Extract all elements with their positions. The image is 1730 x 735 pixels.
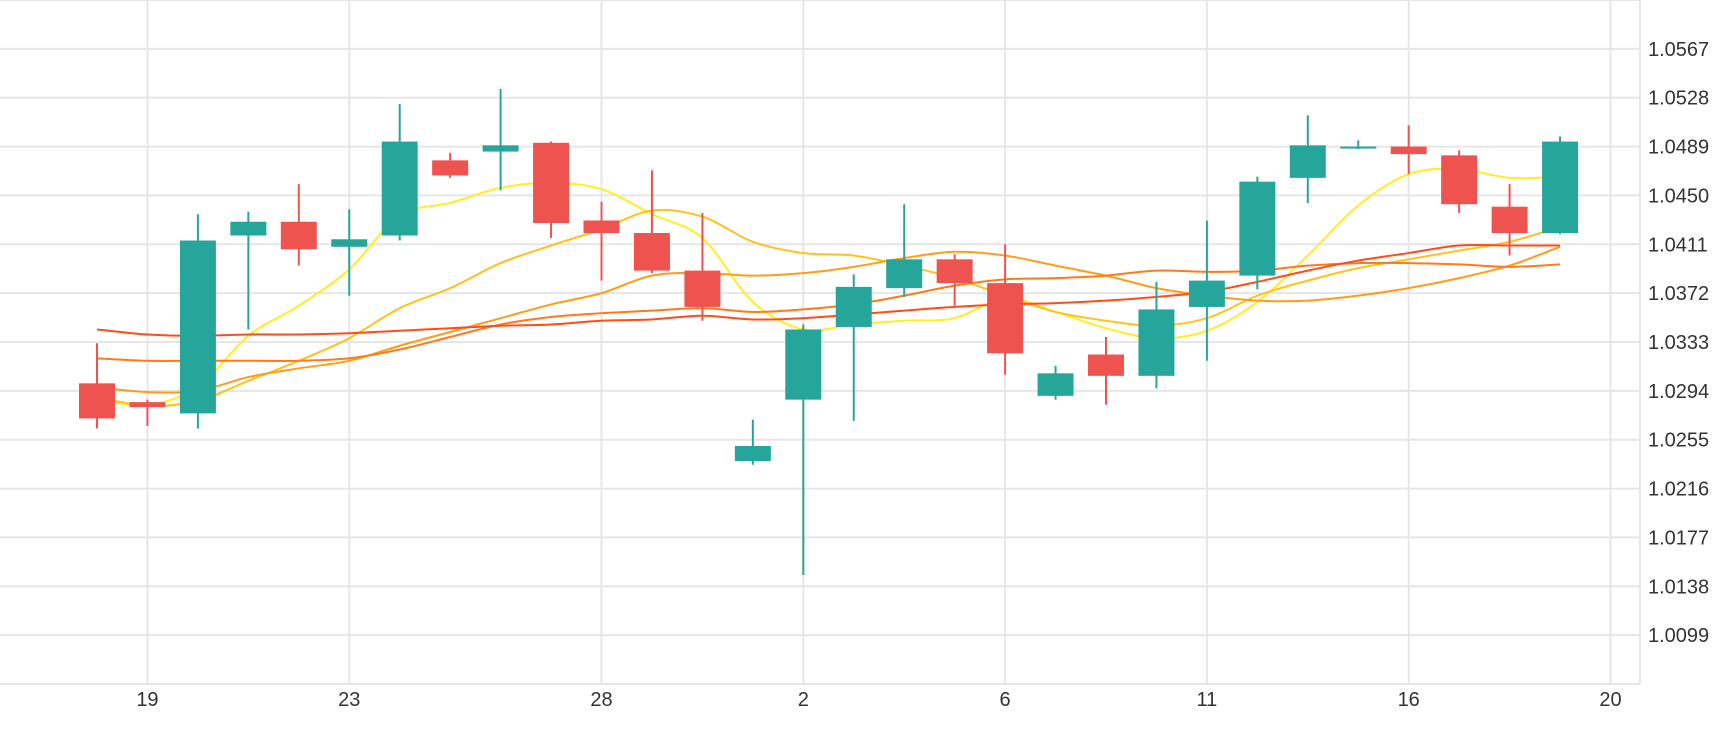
candle-body <box>583 220 620 234</box>
candle-down <box>533 141 570 239</box>
candle-body <box>1542 141 1579 234</box>
candle-body <box>835 286 872 327</box>
candle-body <box>1188 280 1225 307</box>
y-tick-label: 1.0528 <box>1648 88 1709 110</box>
candle-body <box>633 233 670 271</box>
candle-body <box>482 145 519 152</box>
candle-body <box>1441 155 1478 205</box>
candle-body <box>785 329 822 400</box>
moving-average-line <box>96 245 1561 394</box>
candle-body <box>432 160 469 176</box>
y-tick-label: 1.0372 <box>1648 283 1709 305</box>
candle-body <box>1340 146 1377 149</box>
candle-body <box>987 283 1024 354</box>
y-tick-label: 1.0489 <box>1648 137 1709 159</box>
moving-average-line <box>96 261 1561 362</box>
candle-up <box>785 324 822 576</box>
candle-body <box>886 259 923 289</box>
candle-up <box>179 214 216 429</box>
axis-layer: 1.0567 1.0528 1.0489 1.0450 1.0411 1.0372 1.03… <box>0 0 1709 711</box>
candle-body <box>1037 373 1074 396</box>
candle-up <box>734 419 771 465</box>
y-tick-label: 1.0567 <box>1648 39 1709 61</box>
candle-body <box>129 402 166 408</box>
y-tick-label: 1.0450 <box>1648 185 1709 207</box>
x-tick-label: 11 <box>1197 689 1218 711</box>
candle-up <box>1239 176 1276 290</box>
moving-average-layer <box>96 167 1561 408</box>
candle-body <box>533 142 570 223</box>
candle-body <box>1138 309 1175 376</box>
candle-body <box>1390 146 1427 155</box>
candle-body <box>1239 181 1276 276</box>
candle-up <box>1037 365 1074 400</box>
candle-down <box>684 212 721 321</box>
candle-down <box>1390 125 1427 175</box>
candle-body <box>1491 206 1528 234</box>
candle-down <box>1491 184 1528 256</box>
candle-body <box>734 445 771 462</box>
candle-up <box>1542 136 1579 235</box>
candle-down <box>1441 150 1478 213</box>
x-tick-label: 23 <box>338 689 360 711</box>
candle-down <box>1088 336 1124 405</box>
candle-up <box>835 274 872 421</box>
candle-body <box>79 383 115 419</box>
candle-body <box>1088 354 1124 376</box>
x-tick-label: 16 <box>1398 689 1420 711</box>
candle-up <box>886 204 923 297</box>
candle-down <box>79 343 115 429</box>
y-tick-label: 1.0138 <box>1648 576 1709 598</box>
candle-down <box>633 170 670 274</box>
candle-up <box>331 209 368 296</box>
candle-body <box>280 221 317 250</box>
x-tick-label: 19 <box>136 689 158 711</box>
y-tick-label: 1.0216 <box>1648 479 1709 501</box>
moving-average-line <box>96 208 1561 408</box>
candle-body <box>179 240 216 414</box>
candle-down <box>432 152 469 178</box>
candle-body <box>331 239 368 247</box>
candle-up <box>1188 220 1225 361</box>
candle-body <box>936 259 973 284</box>
candle-body <box>1289 145 1326 178</box>
candle-up <box>482 88 519 191</box>
moving-average-line <box>96 167 1561 407</box>
candle-body <box>230 221 267 236</box>
y-tick-label: 1.0294 <box>1648 381 1709 403</box>
candle-down <box>583 201 620 281</box>
x-tick-label: 28 <box>590 689 612 711</box>
candle-down <box>987 244 1024 375</box>
x-tick-label: 20 <box>1599 689 1621 711</box>
candle-up <box>230 211 267 330</box>
candle-up <box>1289 115 1326 203</box>
candle-up <box>1138 281 1175 389</box>
candle-down <box>936 254 973 306</box>
y-tick-label: 1.0177 <box>1648 527 1709 549</box>
x-tick-label: 6 <box>1000 689 1011 711</box>
x-tick-label: 2 <box>798 689 809 711</box>
y-tick-label: 1.0333 <box>1648 332 1709 354</box>
y-tick-label: 1.0411 <box>1648 234 1708 256</box>
candle-down <box>280 184 317 266</box>
y-tick-label: 1.0099 <box>1648 625 1709 647</box>
candle-layer <box>79 88 1579 576</box>
candle-body <box>684 270 721 307</box>
candle-down <box>129 399 166 426</box>
y-tick-label: 1.0255 <box>1648 430 1709 452</box>
candle-up <box>1340 140 1377 150</box>
moving-average-line <box>96 243 1561 337</box>
candle-body <box>381 141 418 236</box>
candle-up <box>381 103 418 241</box>
